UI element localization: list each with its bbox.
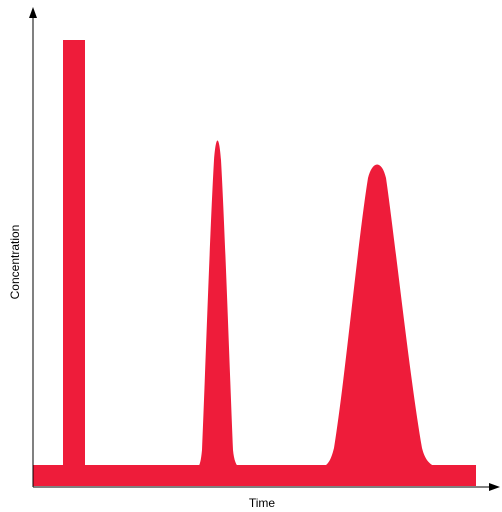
- narrow-peak: [197, 140, 240, 468]
- y-axis-label: Concentration: [8, 225, 22, 300]
- broad-peak: [320, 164, 440, 468]
- x-axis-label: Time: [249, 496, 276, 510]
- y-axis-arrow-icon: [29, 7, 37, 18]
- x-axis-arrow-icon: [489, 483, 500, 491]
- baseline-band: [33, 465, 476, 486]
- injection-spike: [63, 40, 85, 470]
